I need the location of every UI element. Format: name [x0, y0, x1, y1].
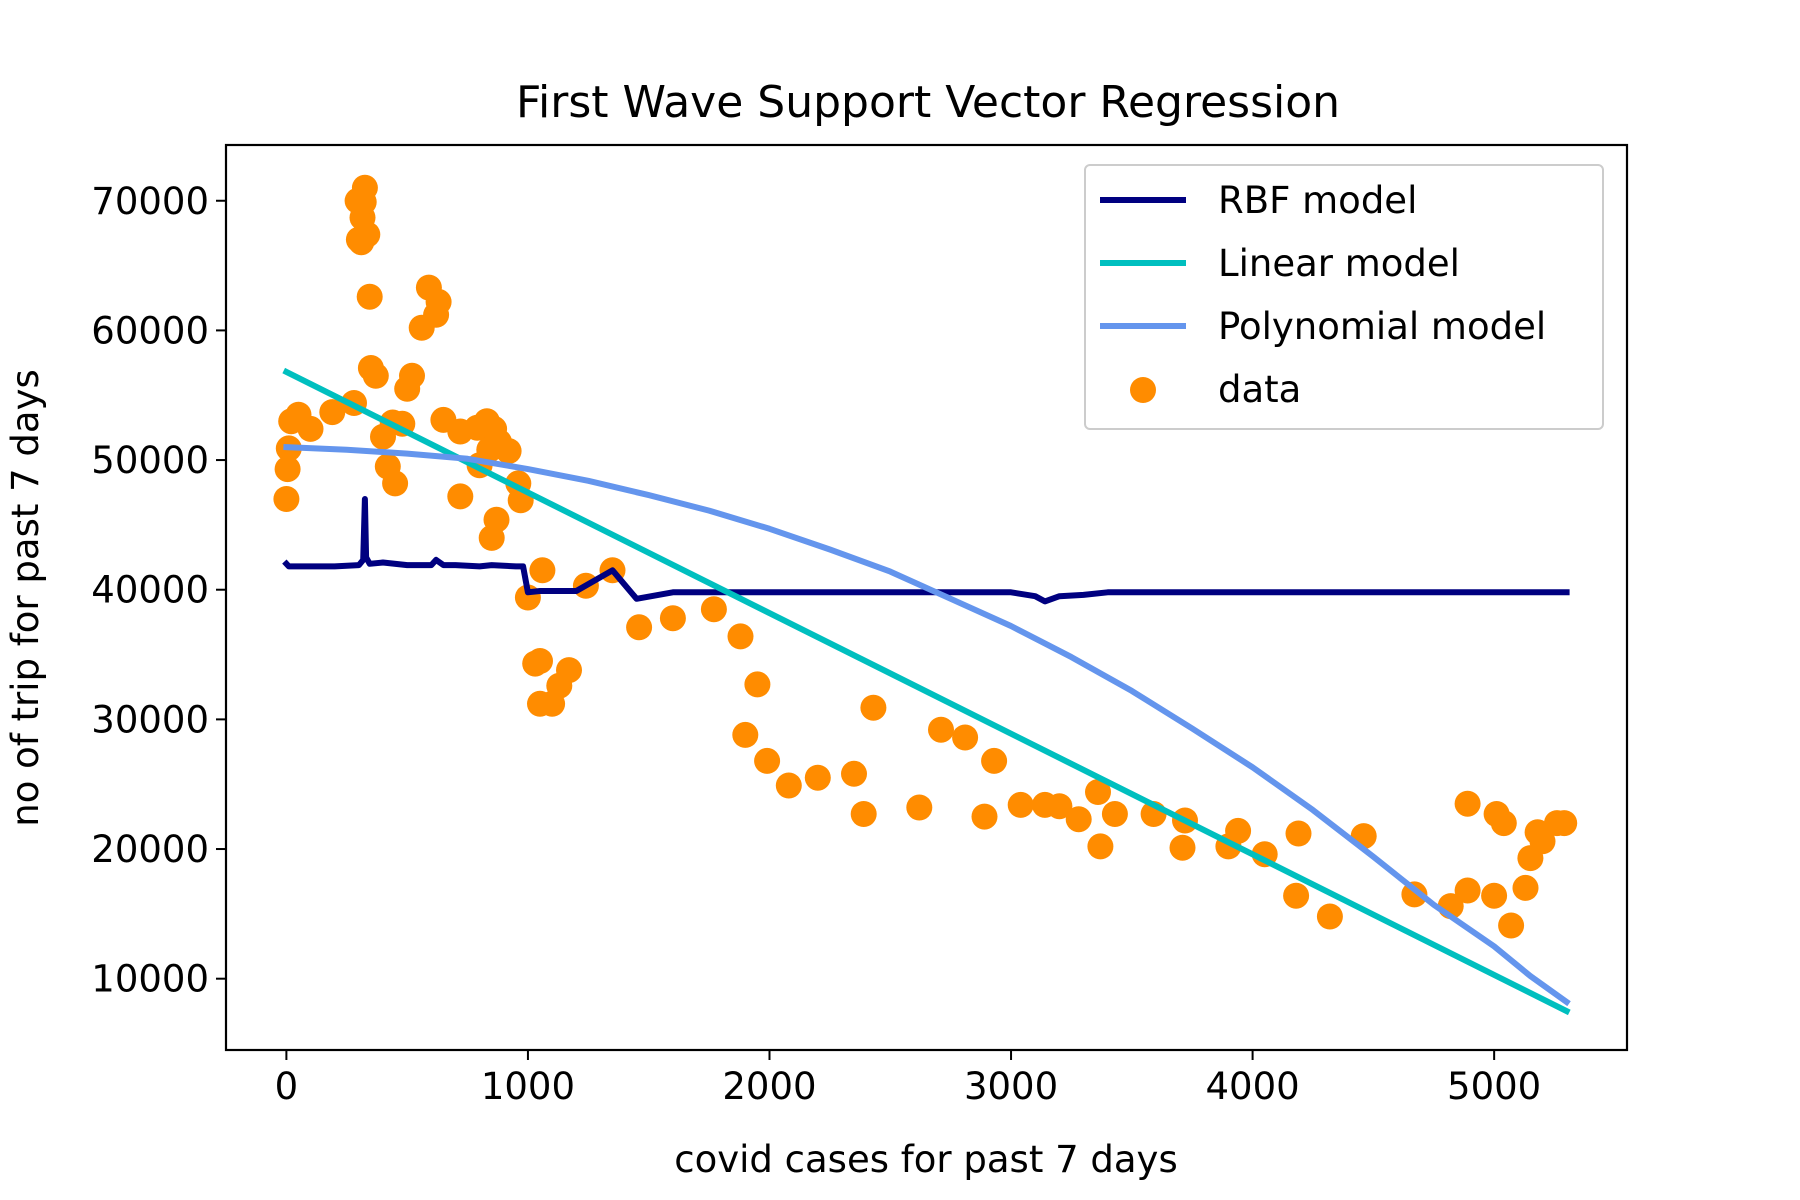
data-point	[1490, 810, 1517, 837]
data-point	[529, 557, 556, 584]
data-point	[1551, 810, 1578, 837]
x-axis-label: covid cases for past 7 days	[674, 1138, 1177, 1181]
y-tick-label: 70000	[91, 180, 209, 223]
y-tick-label: 60000	[91, 309, 209, 352]
legend-frame	[1084, 164, 1604, 430]
x-tick-label: 2000	[722, 1065, 816, 1108]
data-point	[1512, 874, 1539, 901]
data-point	[1101, 801, 1128, 827]
data-point	[425, 288, 452, 315]
x-tick-label: 4000	[1206, 1065, 1300, 1108]
linear-model-line	[282, 367, 1571, 1016]
legend-item-polynomial-model: Polynomial model	[1100, 305, 1546, 348]
series-polynomial-model	[283, 443, 1571, 1007]
data-point	[382, 470, 409, 497]
y-tick-label: 30000	[91, 698, 209, 741]
legend-item-data: data	[1130, 368, 1301, 411]
data-point	[732, 721, 759, 748]
data-point	[804, 764, 831, 791]
data-point	[1085, 779, 1111, 805]
data-point	[1481, 882, 1508, 909]
data-point	[527, 648, 553, 674]
data-point	[906, 794, 933, 821]
data-point	[775, 772, 802, 799]
data-point	[1046, 793, 1073, 820]
legend-item-rbf-model: RBF model	[1100, 179, 1417, 222]
data-point	[727, 623, 754, 650]
polynomial-model-line	[283, 443, 1571, 1007]
data-point	[1285, 820, 1312, 847]
data-point	[274, 456, 301, 483]
x-tick-label: 5000	[1447, 1065, 1541, 1108]
data-point	[928, 716, 954, 743]
data-point	[626, 614, 653, 641]
x-tick-label: 0	[275, 1065, 299, 1108]
y-tick-label: 20000	[91, 828, 209, 871]
data-point	[495, 438, 522, 464]
data-point	[1498, 912, 1525, 939]
legend-label: data	[1218, 368, 1301, 411]
data-point	[297, 415, 324, 442]
data-point	[319, 399, 346, 426]
data-point	[1283, 882, 1310, 909]
series-rbf-model	[282, 496, 1570, 605]
data-point	[351, 174, 378, 201]
data-point	[399, 362, 425, 389]
axes-frame	[224, 143, 1629, 1052]
x-tick-label: 1000	[481, 1065, 575, 1108]
data-point	[1169, 834, 1196, 861]
legend-label: Linear model	[1218, 242, 1460, 285]
data-point	[1454, 790, 1481, 817]
legend: RBF model Linear model Polynomial model dat…	[1084, 164, 1604, 430]
data-point	[273, 486, 300, 512]
legend-marker	[1130, 377, 1156, 403]
data-point	[556, 657, 582, 684]
data-point	[447, 483, 474, 510]
data-point	[1316, 903, 1343, 930]
data-point	[1225, 817, 1252, 844]
data-point	[860, 694, 887, 721]
data-point	[483, 506, 510, 533]
chart-title: First Wave Support Vector Regression	[516, 77, 1340, 128]
y-tick-label: 10000	[91, 958, 209, 1001]
data-point	[850, 801, 877, 827]
data-point	[1007, 791, 1034, 818]
data-point	[1529, 828, 1556, 855]
x-tick-label: 3000	[964, 1065, 1058, 1108]
data-point	[1065, 806, 1092, 833]
data-point	[700, 596, 727, 623]
data-point	[354, 221, 381, 248]
legend-label: RBF model	[1218, 179, 1417, 222]
x-axis: 0 1000 2000 3000 4000 5000	[275, 1050, 1541, 1108]
data-point	[659, 605, 686, 632]
data-point	[1087, 833, 1114, 860]
y-tick-label: 50000	[91, 439, 209, 482]
series-linear-model	[282, 367, 1571, 1016]
data-point	[744, 671, 771, 698]
y-axis: 10000 20000 30000 40000 50000 60000 70000	[91, 180, 226, 1001]
data-point	[841, 760, 867, 787]
y-tick-label: 40000	[91, 569, 209, 612]
data-point	[1454, 877, 1481, 904]
data-point	[754, 747, 781, 774]
data-point	[362, 362, 389, 389]
data-point	[356, 283, 383, 310]
plot-area	[273, 174, 1578, 1016]
legend-label: Polynomial model	[1218, 305, 1546, 348]
data-point	[971, 803, 998, 830]
rbf-model-line	[282, 496, 1570, 605]
data-point	[981, 747, 1008, 774]
data-point	[952, 724, 979, 751]
y-axis-label: no of trip for past 7 days	[4, 369, 47, 827]
legend-item-linear-model: Linear model	[1100, 242, 1460, 285]
